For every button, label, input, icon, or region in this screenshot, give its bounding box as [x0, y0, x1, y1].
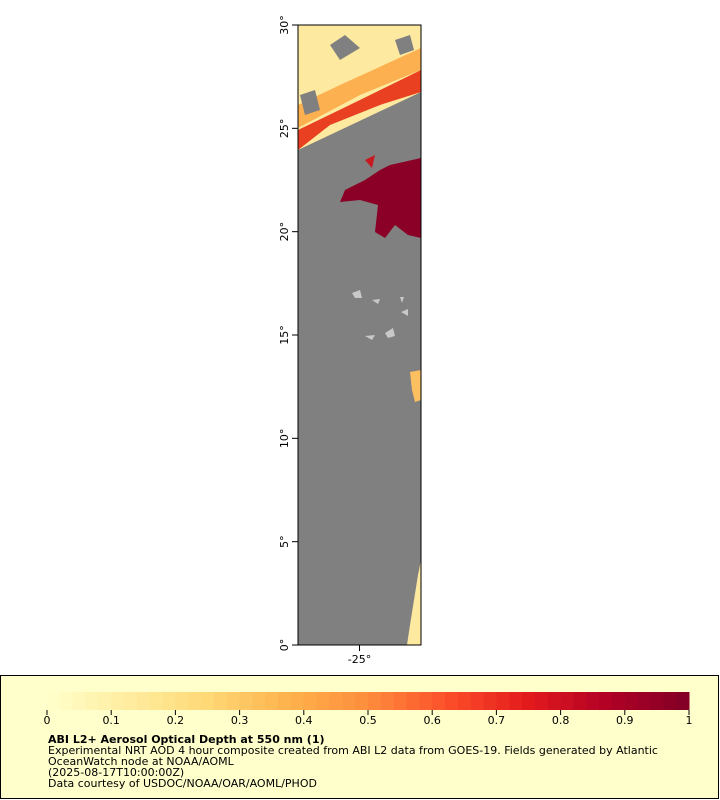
- caption: ABI L2+ Aerosol Optical Depth at 550 nm …: [48, 733, 658, 790]
- colorbar-cell: [265, 692, 279, 710]
- colorbar-cell: [47, 692, 61, 710]
- colorbar-cell: [72, 692, 87, 710]
- colorbar-cell: [611, 692, 626, 710]
- colorbar-cell: [509, 692, 523, 710]
- colorbar-cell: [599, 692, 613, 710]
- map: [297, 24, 422, 646]
- colorbar-cell: [355, 692, 369, 710]
- y-tick-label: 5°: [278, 535, 291, 548]
- colorbar: 0 0.1 0.2 0.3 0.4 0.5 0.6 0.7 0.8 0.9 1: [44, 692, 693, 727]
- colorbar-cell: [213, 692, 228, 710]
- colorbar-cell: [316, 692, 330, 710]
- colorbar-cell: [175, 692, 189, 710]
- colorbar-cell: [663, 692, 677, 710]
- aod-high: [365, 155, 375, 168]
- colorbar-cell: [547, 692, 562, 710]
- y-tick-label: 25°: [278, 119, 291, 139]
- y-tick-label: 0°: [278, 639, 291, 652]
- colorbar-tick-label: 1: [686, 714, 693, 727]
- colorbar-cell: [278, 692, 292, 710]
- colorbar-cell: [239, 692, 253, 710]
- aod-mid: [410, 370, 421, 402]
- colorbar-cell: [470, 692, 485, 710]
- colorbar-cell: [59, 692, 74, 710]
- colorbar-cell: [303, 692, 318, 710]
- colorbar-cell: [650, 692, 664, 710]
- colorbar-cell: [406, 692, 420, 710]
- y-tick-label: 15°: [278, 325, 291, 345]
- colorbar-cell: [111, 692, 125, 710]
- aod-high: [298, 70, 421, 150]
- colorbar-cell: [252, 692, 266, 710]
- colorbar-cell: [637, 692, 651, 710]
- colorbar-tick-label: 0.6: [423, 714, 441, 727]
- colorbar-cell: [98, 692, 112, 710]
- axes: 0° 5° 10° 15° 20° 25° 30° -25°: [278, 15, 371, 666]
- x-tick-label: -25°: [348, 653, 371, 666]
- colorbar-cell: [342, 692, 356, 710]
- colorbar-cell: [85, 692, 99, 710]
- colorbar-cell: [496, 692, 510, 710]
- aod-very-high: [340, 158, 421, 238]
- colorbar-cell: [393, 692, 408, 710]
- colorbar-cell: [522, 692, 536, 710]
- islands: [352, 290, 408, 340]
- y-tick-label: 20°: [278, 222, 291, 242]
- colorbar-cell: [201, 692, 215, 710]
- colorbar-cell: [329, 692, 343, 710]
- colorbar-tick-label: 0.2: [167, 714, 185, 727]
- aod-low: [407, 560, 421, 645]
- time: (2025-08-17T10:00:00Z): [48, 766, 184, 779]
- colorbar-cell: [676, 692, 690, 710]
- colorbar-cell: [534, 692, 549, 710]
- aod-mid: [298, 48, 421, 128]
- title: ABI L2+ Aerosol Optical Depth at 550 nm …: [48, 733, 325, 746]
- colorbar-cell: [586, 692, 600, 710]
- cloud-gap: [395, 35, 414, 55]
- colorbar-cell: [483, 692, 497, 710]
- y-tick-label: 10°: [278, 429, 291, 449]
- colorbar-tick-label: 0.1: [102, 714, 120, 727]
- colorbar-cell: [124, 692, 138, 710]
- colorbar-cell: [573, 692, 587, 710]
- colorbar-cell: [290, 692, 305, 710]
- colorbar-cell: [136, 692, 151, 710]
- colorbar-cell: [419, 692, 433, 710]
- colorbar-cell: [457, 692, 472, 710]
- colorbar-cell: [560, 692, 574, 710]
- colorbar-tick-label: 0.4: [295, 714, 313, 727]
- colorbar-cell: [188, 692, 202, 710]
- colorbar-tick-label: 0.3: [231, 714, 249, 727]
- y-tick-label: 30°: [278, 15, 291, 35]
- colorbar-tick-label: 0.9: [616, 714, 634, 727]
- cloud-gap: [300, 90, 320, 115]
- colorbar-cell: [226, 692, 241, 710]
- colorbar-tick-label: 0: [44, 714, 51, 727]
- colorbar-cell: [432, 692, 446, 710]
- colorbar-tick-label: 0.8: [552, 714, 570, 727]
- colorbar-cell: [445, 692, 459, 710]
- cloud-gap: [330, 35, 360, 60]
- description: OceanWatch node at NOAA/AOML: [48, 755, 235, 768]
- colorbar-cell: [624, 692, 639, 710]
- credit: Data courtesy of USDOC/NOAA/OAR/AOML/PHO…: [48, 777, 317, 790]
- colorbar-tick-label: 0.5: [359, 714, 377, 727]
- description: Experimental NRT AOD 4 hour composite cr…: [48, 744, 658, 757]
- colorbar-cell: [380, 692, 395, 710]
- colorbar-tick-label: 0.7: [488, 714, 506, 727]
- colorbar-cell: [368, 692, 382, 710]
- colorbar-cell: [162, 692, 176, 710]
- colorbar-cell: [149, 692, 164, 710]
